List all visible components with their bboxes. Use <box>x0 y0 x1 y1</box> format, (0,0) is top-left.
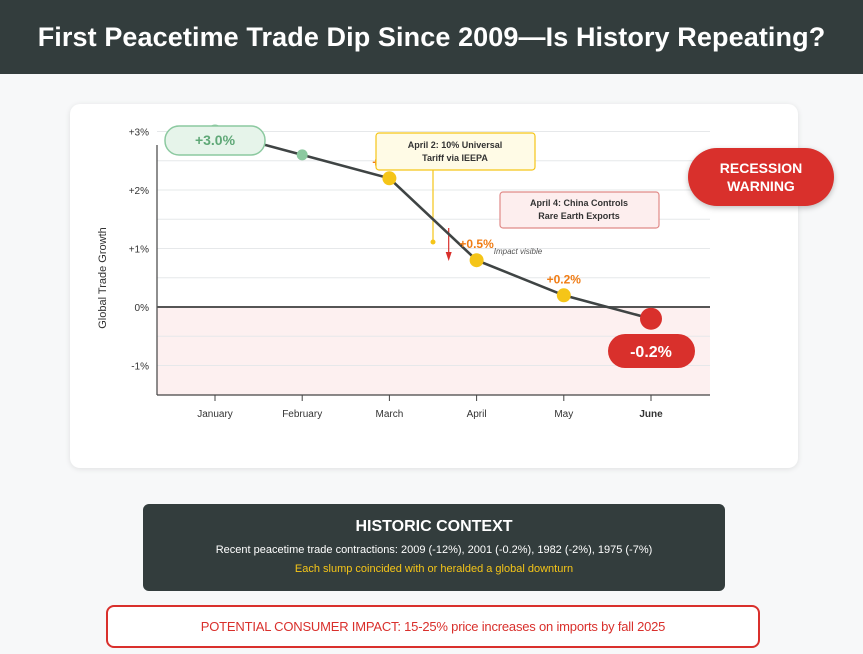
tariff-annotation-line2: Tariff via IEEPA <box>422 153 488 163</box>
data-point-february <box>296 149 308 161</box>
historic-context-note: Each slump coincided with or heralded a … <box>294 563 574 575</box>
end-label-pill <box>608 334 695 368</box>
china-annotation-box <box>499 191 660 229</box>
tariff-connector-dot <box>430 239 436 245</box>
x-tick-label: January <box>197 409 233 420</box>
point-label: +0.2% <box>547 272 582 286</box>
x-tick-label: April <box>467 409 487 420</box>
y-tick-label: -1% <box>131 362 149 373</box>
y-tick-label: +2% <box>129 186 149 197</box>
consumer-impact-banner: POTENTIAL CONSUMER IMPACT: 15-25% price … <box>106 605 760 648</box>
x-tick-labels: January February March April May June <box>197 409 663 420</box>
event-annotations: April 2: 10% Universal Tariff via IEEPA Ap… <box>375 132 660 229</box>
data-point-april <box>469 253 484 268</box>
china-annotation-line2: Rare Earth Exports <box>538 211 620 221</box>
y-tick-label: +1% <box>129 245 149 256</box>
annotation-connectors <box>430 170 452 261</box>
end-label: -0.2% <box>630 344 672 361</box>
data-point-march <box>382 171 397 186</box>
tariff-annotation-box <box>375 132 536 171</box>
china-annotation-line1: April 4: China Controls <box>530 198 628 208</box>
china-connector-arrow <box>445 252 452 261</box>
header-bar: First Peacetime Trade Dip Since 2009—Is … <box>0 0 863 74</box>
x-tick-label: February <box>282 409 322 420</box>
data-point-june <box>640 307 662 330</box>
historic-context-contractions: Recent peacetime trade contractions: 200… <box>215 544 653 556</box>
start-label: +3.0% <box>195 132 236 148</box>
y-tick-labels: +3% +2% +1% 0% -1% <box>129 128 149 373</box>
x-tick-label: March <box>376 409 404 420</box>
start-label-pill <box>164 125 266 156</box>
y-tick-label: 0% <box>135 303 150 314</box>
historic-context-title: HISTORIC CONTEXT <box>355 518 513 535</box>
recession-warning-badge: RECESSION WARNING <box>688 148 834 206</box>
y-axis-label: Global Trade Growth <box>97 227 109 329</box>
impact-visible-note: Impact visible <box>494 247 543 256</box>
axes <box>156 145 710 401</box>
tariff-annotation-line1: April 2: 10% Universal <box>408 140 503 150</box>
trade-growth-line <box>214 130 652 320</box>
data-point-may <box>556 288 571 303</box>
x-tick-label: June <box>639 409 663 420</box>
y-tick-label: +3% <box>129 128 149 139</box>
point-label: +0.5% <box>459 237 494 251</box>
historic-context-panel: HISTORIC CONTEXT Recent peacetime trade … <box>143 504 725 591</box>
x-tick-label: May <box>554 409 573 420</box>
page-title: First Peacetime Trade Dip Since 2009—Is … <box>37 21 826 52</box>
